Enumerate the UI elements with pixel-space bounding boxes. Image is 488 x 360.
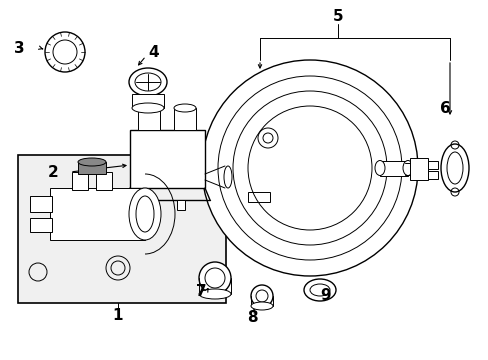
Bar [130, 130, 204, 188]
Bar [174, 108, 196, 130]
Ellipse shape [250, 302, 272, 310]
Circle shape [45, 32, 85, 72]
Ellipse shape [129, 68, 167, 96]
Bar [18, 155, 225, 303]
Text: 6: 6 [439, 100, 450, 116]
Ellipse shape [174, 104, 196, 112]
Bar [247, 192, 269, 202]
Bar [409, 158, 427, 180]
Bar [177, 200, 184, 210]
Ellipse shape [304, 279, 335, 301]
Bar [72, 172, 88, 190]
Ellipse shape [138, 104, 160, 112]
Text: 1: 1 [113, 309, 123, 324]
Ellipse shape [199, 262, 230, 294]
Ellipse shape [374, 161, 384, 176]
Bar [96, 172, 112, 190]
Bar [379, 161, 407, 176]
Bar [50, 188, 145, 240]
Text: 9: 9 [319, 288, 330, 303]
Text: 2: 2 [48, 165, 59, 180]
Bar [30, 218, 52, 232]
Text: 5: 5 [332, 9, 343, 23]
Bar [132, 94, 163, 108]
Text: 7: 7 [196, 284, 206, 300]
Ellipse shape [78, 158, 106, 166]
Ellipse shape [224, 166, 231, 188]
Bar [150, 200, 158, 210]
Bar [427, 171, 437, 179]
Ellipse shape [402, 161, 412, 176]
Bar [427, 161, 437, 169]
Ellipse shape [440, 144, 468, 192]
Ellipse shape [250, 285, 272, 307]
Bar [30, 196, 52, 212]
Ellipse shape [132, 103, 163, 113]
Ellipse shape [129, 188, 161, 240]
Text: 4: 4 [148, 45, 158, 59]
Bar [138, 108, 160, 130]
Bar [78, 162, 106, 174]
Text: 3: 3 [14, 41, 24, 55]
Circle shape [202, 60, 417, 276]
Text: 8: 8 [246, 310, 257, 325]
Ellipse shape [199, 289, 230, 299]
